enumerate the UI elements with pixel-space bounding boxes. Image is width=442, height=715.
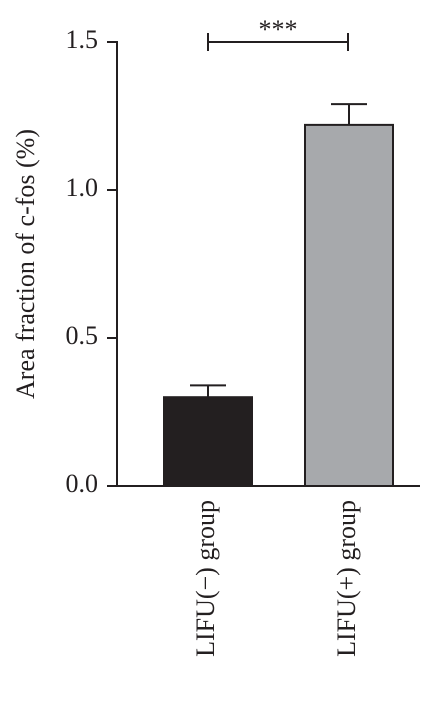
y-tick-label: 1.0 xyxy=(66,173,99,202)
x-tick-label: LIFU(+) group xyxy=(332,500,361,657)
y-tick-label: 0.5 xyxy=(66,321,99,350)
bar xyxy=(163,396,253,488)
y-tick-label: 0.0 xyxy=(66,469,99,498)
bar xyxy=(304,123,394,487)
y-axis-label: Area fraction of c-fos (%) xyxy=(11,129,40,399)
significance-label: *** xyxy=(259,15,298,44)
y-tick-label: 1.5 xyxy=(66,25,99,54)
x-tick-label: LIFU(−) group xyxy=(191,500,220,657)
